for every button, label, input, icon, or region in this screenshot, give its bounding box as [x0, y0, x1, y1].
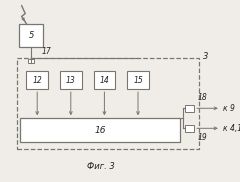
Text: 12: 12 [32, 76, 42, 85]
Bar [19, 24, 43, 47]
Text: Фиг. 3: Фиг. 3 [87, 162, 115, 171]
Bar [60, 71, 82, 89]
Text: 15: 15 [133, 76, 143, 85]
Bar [28, 59, 34, 63]
Bar [20, 118, 180, 142]
Text: 13: 13 [66, 76, 76, 85]
Bar [17, 58, 199, 149]
Text: 5: 5 [29, 31, 34, 40]
Bar [26, 71, 48, 89]
Text: к 9: к 9 [223, 104, 235, 113]
Text: 18: 18 [198, 93, 208, 102]
Bar [94, 71, 115, 89]
Bar [185, 105, 194, 112]
Text: 19: 19 [198, 133, 208, 142]
Text: к 4,11: к 4,11 [223, 124, 240, 133]
Bar [185, 125, 194, 132]
Text: 14: 14 [100, 76, 109, 85]
Text: 16: 16 [95, 126, 106, 135]
Text: 3: 3 [203, 52, 208, 61]
Text: 17: 17 [42, 48, 52, 56]
Bar [127, 71, 149, 89]
